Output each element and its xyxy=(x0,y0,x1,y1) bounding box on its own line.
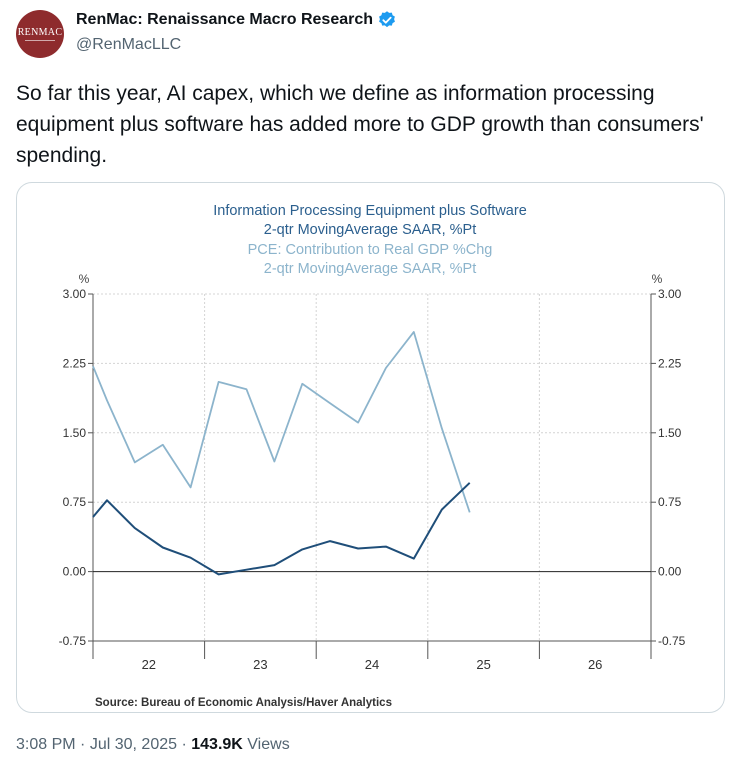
x-tick-label: 23 xyxy=(253,657,267,672)
verified-badge-icon[interactable] xyxy=(377,10,397,30)
chart-image-card[interactable]: Information Processing Equipment plus So… xyxy=(16,182,725,713)
chart-title-line: Information Processing Equipment plus So… xyxy=(213,203,527,219)
y-tick-label-left: 2.25 xyxy=(63,356,87,370)
user-handle[interactable]: @RenMacLLC xyxy=(76,36,182,53)
tweet-meta: 3:08 PM · Jul 30, 2025 · 143.9K Views xyxy=(16,736,290,754)
post-date[interactable]: Jul 30, 2025 xyxy=(89,736,178,753)
y-tick-label-left: -0.75 xyxy=(59,634,87,648)
line-chart: Information Processing Equipment plus So… xyxy=(59,203,686,709)
y-unit-left: % xyxy=(79,272,90,286)
y-tick-label-left: 1.50 xyxy=(63,426,87,440)
display-name[interactable]: RenMac: Renaissance Macro Research xyxy=(76,11,374,28)
post-time[interactable]: 3:08 PM xyxy=(16,736,76,753)
views-count: 143.9K xyxy=(191,736,243,753)
meta-separator: · xyxy=(181,736,187,753)
y-tick-label-left: 0.75 xyxy=(63,495,87,509)
chart-title-line: PCE: Contribution to Real GDP %Chg xyxy=(248,242,493,258)
x-tick-label: 26 xyxy=(588,657,602,672)
y-unit-right: % xyxy=(652,272,663,286)
avatar-logo-text: RENMAC xyxy=(17,27,63,38)
meta-separator: · xyxy=(80,736,86,753)
y-tick-label-left: 0.00 xyxy=(63,565,87,579)
y-tick-label-right: 0.75 xyxy=(658,495,682,509)
y-tick-label-right: 0.00 xyxy=(658,565,682,579)
views-label: Views xyxy=(247,736,290,753)
series-line-pce xyxy=(92,330,471,513)
x-tick-label: 22 xyxy=(142,657,156,672)
chart-title-line: 2-qtr MovingAverage SAAR, %Pt xyxy=(264,222,477,238)
chart-title-line: 2-qtr MovingAverage SAAR, %Pt xyxy=(264,261,477,277)
avatar-logo-underline xyxy=(25,40,55,41)
y-tick-label-left: 3.00 xyxy=(63,287,87,301)
x-tick-label: 24 xyxy=(365,657,379,672)
avatar[interactable]: RENMAC xyxy=(16,10,64,58)
tweet-text: So far this year, AI capex, which we def… xyxy=(16,82,704,167)
chart-source: Source: Bureau of Economic Analysis/Have… xyxy=(95,697,392,709)
name-row: RenMac: Renaissance Macro Research xyxy=(76,10,397,30)
y-tick-label-right: 3.00 xyxy=(658,287,682,301)
series-line-info-processing xyxy=(92,482,471,576)
x-tick-label: 25 xyxy=(476,657,490,672)
y-tick-label-right: -0.75 xyxy=(658,634,686,648)
y-tick-label-right: 2.25 xyxy=(658,356,682,370)
y-tick-label-right: 1.50 xyxy=(658,426,682,440)
